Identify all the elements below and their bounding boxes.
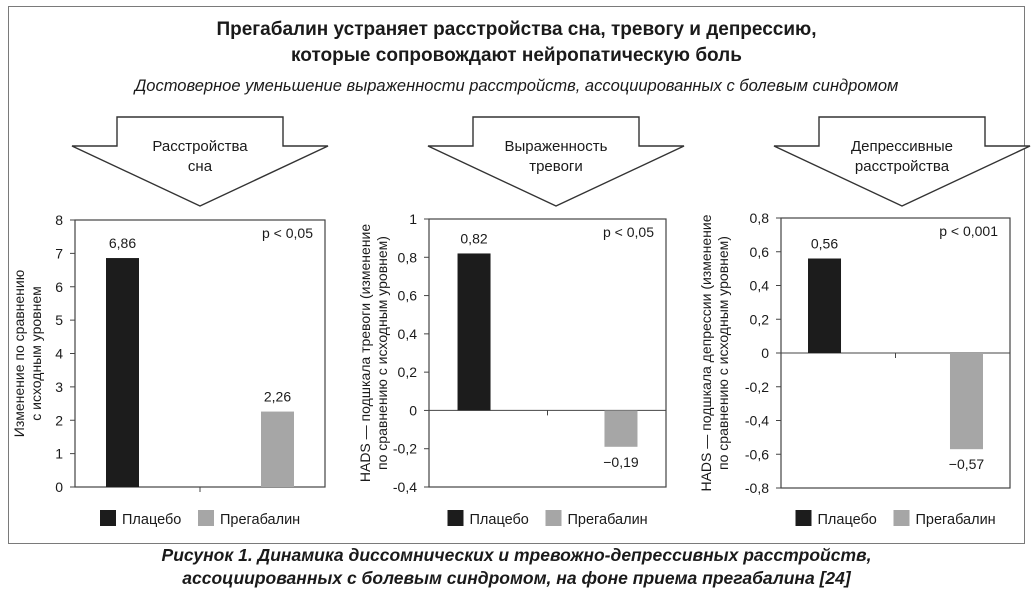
y-tick-label: 7 [55,245,63,261]
y-axis-label: с исходным уровнем [28,286,44,421]
y-tick-label: 1 [409,211,417,227]
y-tick-label: 1 [55,446,63,462]
y-tick-label: -0,6 [745,446,769,462]
arrow-label: расстройства [855,158,950,175]
figure-title-line1: Прегабалин устраняет расстройства сна, т… [216,19,817,40]
chart-1: Расстройства сна 0 1 2 3 4 5 6 7 8 6,86 2,26 p < 0,05… [11,116,329,528]
data-label: 0,56 [811,236,838,252]
legend-swatch-pregabalin [198,510,214,526]
y-axis-label: HADS — подшкала тревоги (изменение [357,224,373,482]
y-tick-label: 5 [55,312,63,328]
arrow-label: сна [188,158,213,175]
y-tick-label: -0,2 [393,441,417,457]
y-axis-label: по сравнению с исходным уровнем) [715,236,731,470]
y-tick-label: 0,6 [750,244,770,260]
legend-label-pregabalin: Прегабалин [916,512,996,528]
y-tick-label: -0,2 [745,379,769,395]
y-tick-label: 0 [761,345,769,361]
charts-svg: Расстройства сна 0 1 2 3 4 5 6 7 8 6,86 2,26 p < 0,05… [11,116,1031,528]
category-arrow [773,116,1031,207]
legend-swatch-placebo [447,510,464,526]
data-label: −0,57 [949,456,985,472]
figure-subtitle: Достоверное уменьшение выраженности расс… [134,77,899,95]
y-tick-label: 3 [55,379,63,395]
legend-label-placebo: Плацебо [122,512,181,528]
legend-swatch-pregabalin [893,510,910,526]
plot-area [428,218,667,488]
bar-pregabalin [604,410,638,447]
y-tick-label: 0,4 [750,278,770,294]
y-tick-label: 0 [409,402,417,418]
figure-frame [8,6,1025,544]
legend-label-placebo: Плацебо [470,512,529,528]
figure-title-line2: которые сопровождают нейропатическую бол… [291,45,742,66]
legend-swatch-placebo [100,510,116,526]
arrow-label: Расстройства [152,138,248,155]
y-tick-label: 8 [55,212,63,228]
y-tick-label: -0,4 [745,413,769,429]
y-tick-label: 6 [55,279,63,295]
arrow-label: Выраженность [505,138,608,155]
bar-pregabalin [949,353,983,450]
y-tick-label: 0 [55,479,63,495]
legend-label-placebo: Плацебо [818,512,877,528]
category-arrow [427,116,685,207]
y-tick-label: 0,8 [398,249,418,265]
category-arrow [71,116,329,207]
y-tick-label: -0,8 [745,480,769,496]
bar-placebo [457,253,491,411]
y-tick-label: 0,2 [398,364,418,380]
y-tick-label: 0,2 [750,311,770,327]
y-axis-label: по сравнению с исходным уровнем) [374,236,390,470]
y-tick-label: 0,4 [398,326,418,342]
legend-swatch-placebo [795,510,812,526]
y-tick-label: -0,4 [393,479,417,495]
chart-3: Депрессивные расстройства -0,8 -0,6 -0,4 -0,2… [698,116,1031,528]
y-axis-label: HADS — подшкала депрессии (изменение [698,214,714,491]
arrow-label: Депрессивные [851,138,953,155]
data-label: 0,82 [460,230,487,246]
p-value-label: p < 0,05 [603,224,654,240]
data-label: −0,19 [603,454,639,470]
bar-placebo [106,258,139,487]
arrow-label: тревоги [529,158,583,175]
y-tick-label: 4 [55,346,63,362]
bar-placebo [808,258,842,353]
y-tick-label: 0,8 [750,210,770,226]
legend-label-pregabalin: Прегабалин [568,512,648,528]
figure-caption-line2: ассоциированных с болевым синдромом, на … [182,568,851,588]
y-tick-label: 0,6 [398,288,418,304]
y-tick-label: 2 [55,412,63,428]
p-value-label: p < 0,001 [939,223,998,239]
data-label: 6,86 [109,235,136,251]
y-axis-label: Изменение по сравнению [11,270,27,437]
legend-swatch-pregabalin [545,510,562,526]
figure-caption-line1: Рисунок 1. Динамика диссомнических и тре… [161,545,872,565]
bar-pregabalin [261,411,294,487]
chart-2: Выраженность тревоги -0,4 -0,2 0 0,2 0,4 0,6 0,8… [357,116,685,528]
legend-label-pregabalin: Прегабалин [220,512,300,528]
data-label: 2,26 [264,389,291,405]
p-value-label: p < 0,05 [262,225,313,241]
